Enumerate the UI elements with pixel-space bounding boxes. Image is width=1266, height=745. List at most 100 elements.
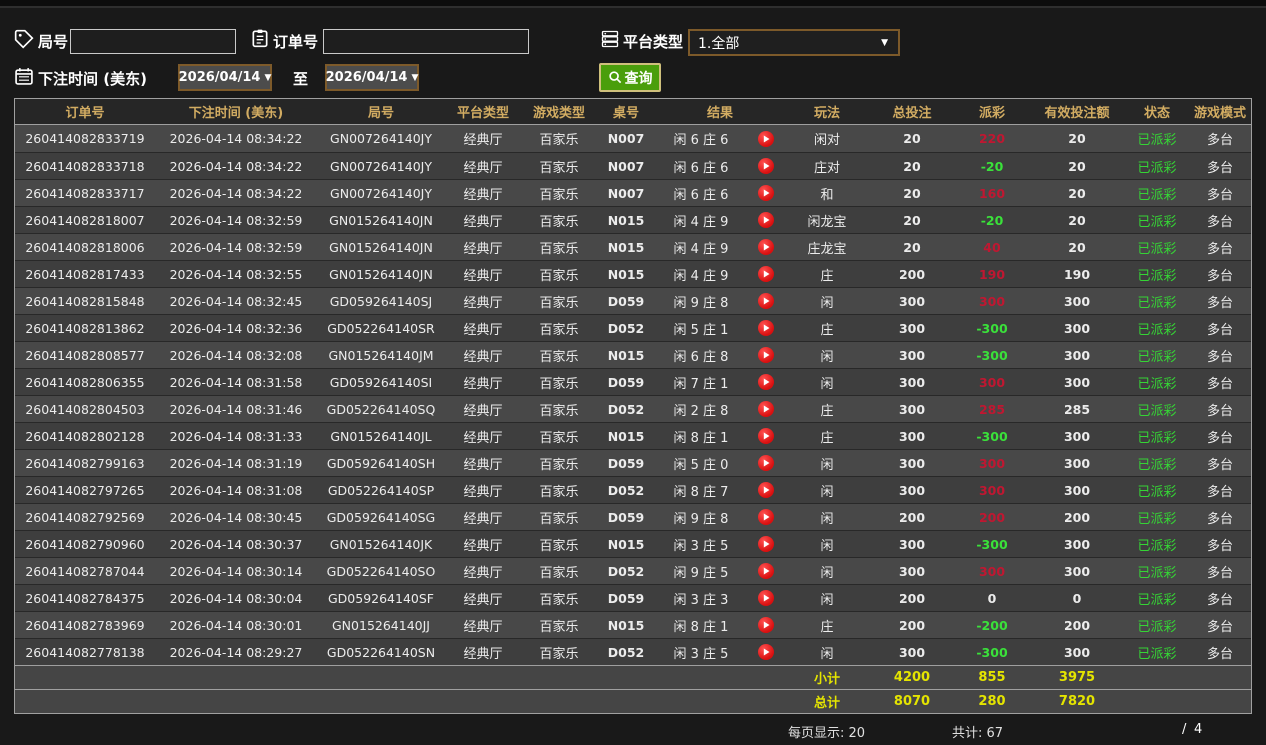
cell-result: 闲 9 庄 5: [673, 565, 729, 581]
replay-button[interactable]: [747, 266, 785, 282]
replay-button[interactable]: [747, 293, 785, 309]
cell-payout: -200: [976, 617, 1008, 633]
platform-type-select[interactable]: 1.全部 ▼: [688, 29, 900, 56]
cell-payout: -300: [976, 347, 1008, 363]
cell-payout: 40: [983, 239, 1001, 255]
cell-game-mode: 多台: [1206, 349, 1233, 365]
table-row: 260414082802128 2026-04-14 08:31:33 GN0152…: [15, 422, 1251, 449]
chevron-down-icon: ▼: [411, 72, 419, 83]
cell-total-bet: 300: [898, 482, 926, 498]
total-total-bet: 8070: [893, 694, 931, 709]
replay-button[interactable]: [747, 347, 785, 363]
cell-status: 已派彩: [1137, 430, 1177, 446]
play-icon: [758, 401, 774, 417]
cell-game-mode: 多台: [1206, 241, 1233, 257]
cell-play-type: 庄: [820, 322, 834, 338]
cell-game-type: 百家乐: [539, 268, 579, 284]
replay-button[interactable]: [747, 374, 785, 390]
date-to-value: 2026/04/14: [325, 70, 408, 85]
cell-result: 闲 8 庄 7: [673, 484, 729, 500]
cell-platform-type: 经典厅: [463, 430, 503, 446]
replay-button[interactable]: [747, 536, 785, 552]
col-header-total-bet: 总投注: [892, 106, 932, 121]
cell-game-no: GN015264140JM: [328, 347, 434, 363]
cell-result: 闲 4 庄 9: [673, 268, 729, 284]
replay-button[interactable]: [747, 590, 785, 606]
date-from-select[interactable]: 2026/04/14 ▼: [178, 64, 272, 91]
game-no-input[interactable]: [70, 29, 236, 54]
replay-button[interactable]: [747, 482, 785, 498]
cell-game-mode: 多台: [1206, 430, 1233, 446]
cell-platform-type: 经典厅: [463, 241, 503, 257]
cell-status: 已派彩: [1137, 295, 1177, 311]
cell-result: 闲 3 庄 3: [673, 592, 729, 608]
replay-button[interactable]: [747, 130, 785, 147]
subtotal-payout: 855: [978, 670, 1006, 685]
total-payout: 280: [978, 694, 1006, 709]
replay-button[interactable]: [747, 428, 785, 444]
subtotal-total-bet: 4200: [893, 670, 931, 685]
cell-table-no: D052: [607, 320, 645, 336]
table-row: 260414082815848 2026-04-14 08:32:45 GD0592…: [15, 287, 1251, 314]
replay-button[interactable]: [747, 239, 785, 255]
date-to-select[interactable]: 2026/04/14 ▼: [325, 64, 419, 91]
cell-order-no: 260414082790960: [25, 536, 145, 552]
cell-valid-bet: 20: [1068, 212, 1086, 228]
to-label: 至: [293, 70, 309, 88]
cell-play-type: 庄: [820, 430, 834, 446]
cell-game-type: 百家乐: [539, 241, 579, 257]
cell-platform-type: 经典厅: [463, 295, 503, 311]
cell-table-no: D059: [607, 293, 645, 309]
cell-status: 已派彩: [1137, 322, 1177, 338]
replay-button[interactable]: [747, 617, 785, 633]
cell-game-no: GD059264140SG: [326, 509, 436, 525]
cell-game-mode: 多台: [1206, 322, 1233, 338]
table-row: 260414082797265 2026-04-14 08:31:08 GD0522…: [15, 476, 1251, 503]
total-label: 总计: [813, 696, 840, 711]
cell-total-bet: 300: [898, 536, 926, 552]
cell-total-bet: 300: [898, 293, 926, 309]
replay-button[interactable]: [747, 320, 785, 336]
order-no-input[interactable]: [323, 29, 529, 54]
replay-button[interactable]: [747, 212, 785, 228]
cell-platform-type: 经典厅: [463, 214, 503, 230]
cell-game-type: 百家乐: [539, 619, 579, 635]
cell-valid-bet: 300: [1063, 293, 1091, 309]
replay-button[interactable]: [747, 455, 785, 471]
date-from-value: 2026/04/14: [178, 70, 261, 85]
replay-button[interactable]: [747, 158, 785, 174]
cell-result: 闲 8 庄 1: [673, 619, 729, 635]
cell-play-type: 闲: [820, 349, 834, 365]
col-header-status: 状态: [1143, 106, 1170, 121]
query-button[interactable]: 查询: [599, 63, 661, 92]
cell-total-bet: 20: [903, 212, 921, 228]
cell-game-no: GD059264140SJ: [329, 293, 433, 309]
cell-game-type: 百家乐: [539, 646, 579, 662]
cell-status: 已派彩: [1137, 376, 1177, 392]
cell-total-bet: 300: [898, 428, 926, 444]
replay-button[interactable]: [747, 185, 785, 201]
cell-game-no: GN015264140JL: [330, 428, 432, 444]
cell-total-bet: 200: [898, 509, 926, 525]
cell-payout: -20: [980, 212, 1004, 228]
cell-platform-type: 经典厅: [463, 538, 503, 554]
play-icon: [758, 536, 774, 552]
cell-result: 闲 6 庄 8: [673, 349, 729, 365]
cell-order-no: 260414082818007: [25, 212, 145, 228]
replay-button[interactable]: [747, 644, 785, 660]
replay-button[interactable]: [747, 401, 785, 417]
replay-button[interactable]: [747, 563, 785, 579]
cell-valid-bet: 0: [1072, 590, 1082, 606]
cell-status: 已派彩: [1137, 538, 1177, 554]
cell-status: 已派彩: [1137, 457, 1177, 473]
page-size-text: 每页显示: 20: [788, 726, 866, 741]
table-row: 260414082778138 2026-04-14 08:29:27 GD0522…: [15, 638, 1251, 665]
cell-total-bet: 300: [898, 320, 926, 336]
replay-button[interactable]: [747, 509, 785, 525]
cell-table-no: D052: [607, 401, 645, 417]
cell-result: 闲 3 庄 5: [673, 646, 729, 662]
cell-platform-type: 经典厅: [463, 268, 503, 284]
cell-valid-bet: 300: [1063, 482, 1091, 498]
cell-bet-time: 2026-04-14 08:31:33: [169, 428, 303, 444]
cell-platform-type: 经典厅: [463, 160, 503, 176]
